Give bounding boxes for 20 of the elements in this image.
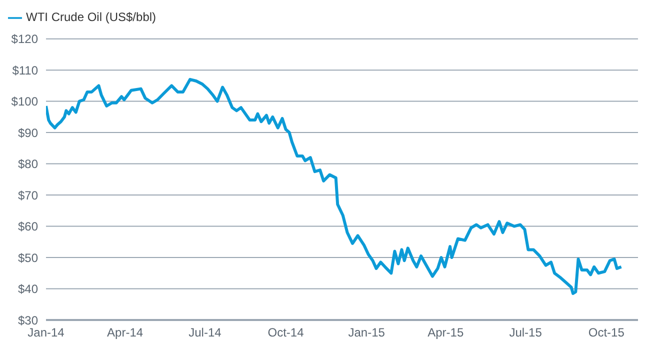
y-tick-label: $110 xyxy=(12,63,38,78)
y-tick-label: $60 xyxy=(18,220,38,234)
y-tick-label: $50 xyxy=(18,250,38,265)
y-tick-label: $100 xyxy=(11,94,38,109)
x-tick-label: Jul-15 xyxy=(509,326,542,340)
y-tick-label: $80 xyxy=(18,157,38,172)
legend-label: WTI Crude Oil (US$/bbl) xyxy=(26,10,156,24)
x-tick-label: Apr-14 xyxy=(107,326,144,340)
x-tick-label: Oct-15 xyxy=(588,326,625,340)
x-tick-label: Jul-14 xyxy=(188,326,222,340)
x-tick-label: Jan-14 xyxy=(28,326,65,340)
y-tick-label: $30 xyxy=(18,313,38,328)
y-tick-label: $90 xyxy=(18,126,38,140)
y-tick-label: $40 xyxy=(18,282,38,296)
x-tick-label: Apr-15 xyxy=(428,326,464,340)
y-tick-label: $120 xyxy=(11,32,38,46)
y-tick-label: $70 xyxy=(18,188,38,202)
x-tick-label: Oct-14 xyxy=(268,326,304,340)
line-series xyxy=(46,78,623,295)
x-tick-label: Jan-15 xyxy=(348,326,386,340)
